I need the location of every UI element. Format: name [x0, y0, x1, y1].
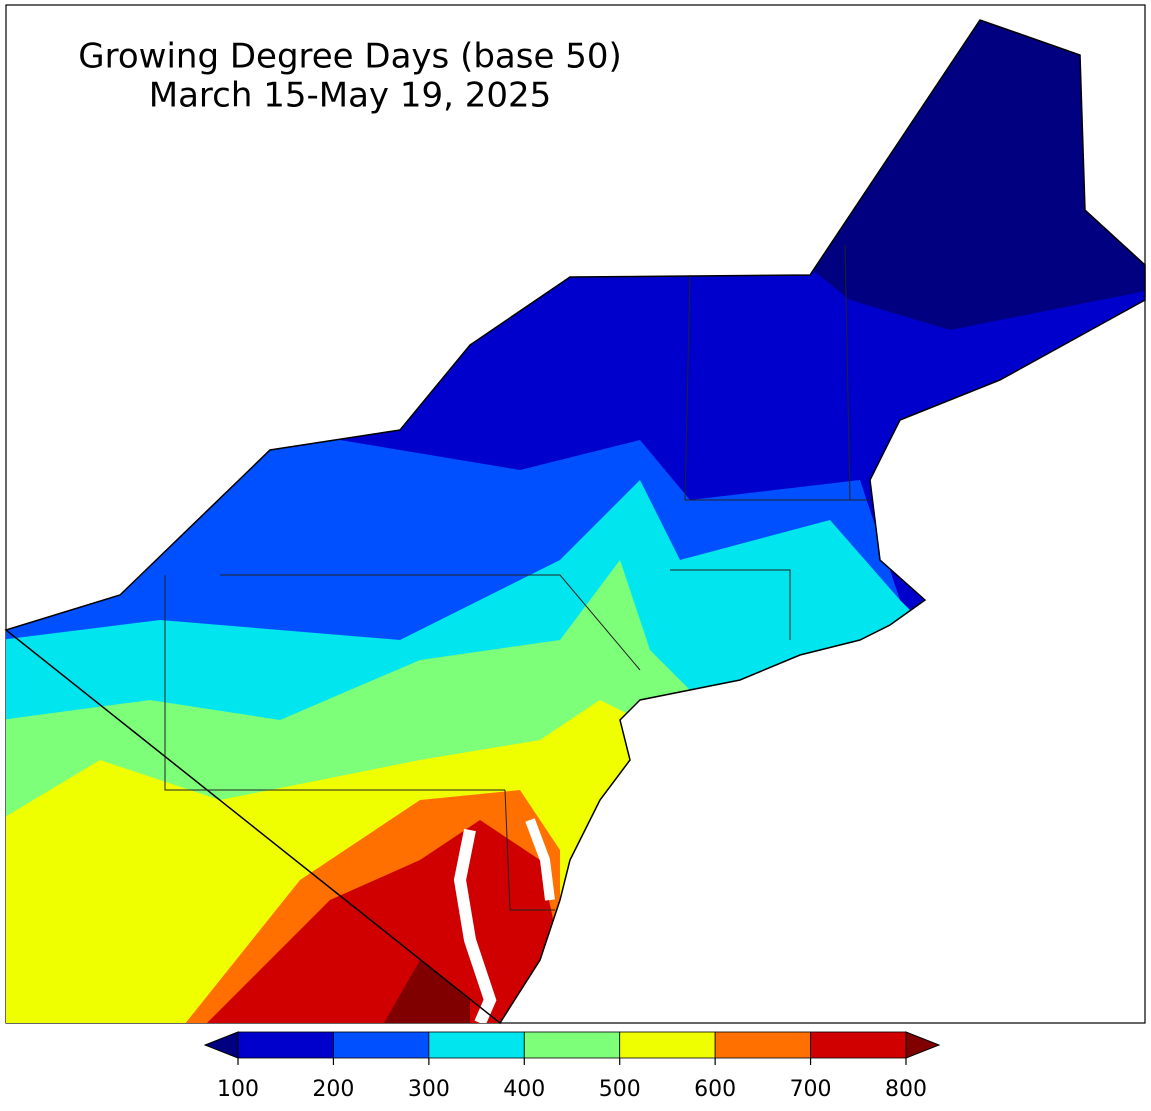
coastline	[4, 19, 1146, 1025]
colorbar-segment	[714, 1031, 811, 1059]
colorbar-segment	[333, 1031, 430, 1059]
map-subtitle: March 15-May 19, 2025	[149, 76, 552, 116]
colorbar-segment	[619, 1031, 716, 1059]
colorbar-tick-label: 200	[312, 1077, 354, 1102]
colorbar-over	[905, 1031, 941, 1059]
colorbar-tick-label: 500	[599, 1077, 641, 1102]
colorbar-under	[203, 1031, 239, 1059]
colorbar-tick-label: 400	[503, 1077, 545, 1102]
colorbar-segment	[810, 1031, 907, 1059]
colorbar-tick-label: 300	[408, 1077, 450, 1102]
colorbar-tick-label: 800	[885, 1077, 927, 1102]
colorbar-segment	[428, 1031, 525, 1059]
colorbar-tick-label: 700	[790, 1077, 832, 1102]
colorbar: 100 200 300 400 500 600 700 800	[203, 1031, 941, 1102]
colorbar-segment	[237, 1031, 334, 1059]
state-borders	[164, 244, 870, 911]
map-title: Growing Degree Days (base 50)	[78, 37, 621, 77]
colorbar-tick-label: 600	[694, 1077, 736, 1102]
colorbar-tick-label: 100	[217, 1077, 259, 1102]
colorbar-segment	[523, 1031, 621, 1059]
